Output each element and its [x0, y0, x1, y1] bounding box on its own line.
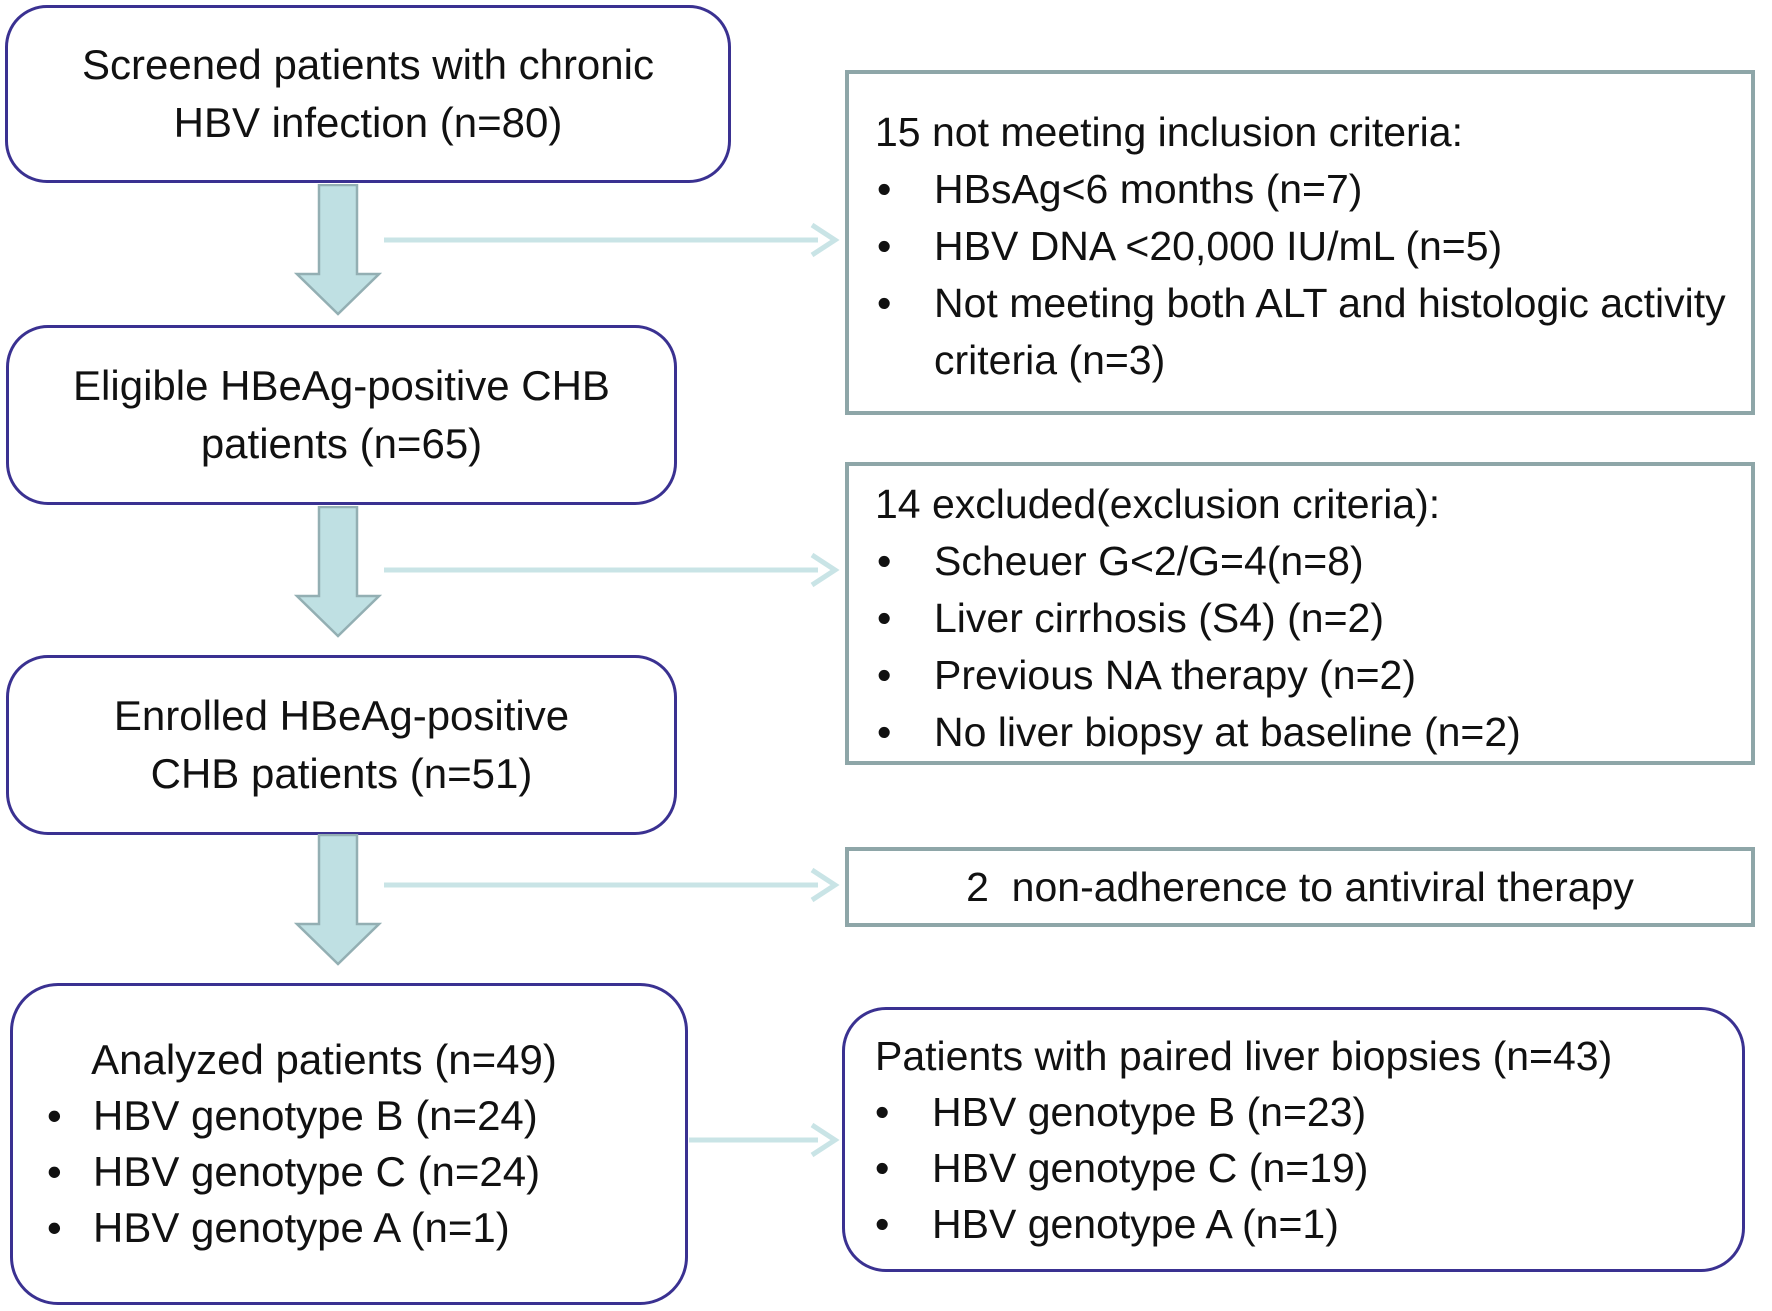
paired-bullet-2: HBV genotype C (n=19) — [932, 1144, 1369, 1191]
bullet-icon: • — [877, 709, 892, 755]
list-item: • HBV genotype C (n=24) — [13, 1144, 685, 1200]
box-screened-line1: Screened patients with chronic — [82, 41, 654, 88]
list-item: • Liver cirrhosis (S4) (n=2) — [849, 590, 1751, 647]
exclusion-bullet-4: No liver biopsy at baseline (n=2) — [934, 709, 1521, 755]
down-arrow-1 — [294, 184, 382, 316]
right-arrow-1 — [384, 222, 840, 258]
box-enrolled-line2: CHB patients (n=51) — [150, 750, 533, 797]
exclusion-bullet-3: Previous NA therapy (n=2) — [934, 652, 1416, 698]
list-item: • No liver biopsy at baseline (n=2) — [849, 704, 1751, 761]
bullet-icon: • — [877, 538, 892, 584]
list-item: • HBV genotype B (n=24) — [13, 1088, 685, 1144]
note-exclusion-criteria: 14 excluded(exclusion criteria): • Scheu… — [845, 462, 1755, 765]
list-item: • HBsAg<6 months (n=7) — [849, 161, 1751, 218]
box-screened: Screened patients with chronic HBV infec… — [5, 5, 731, 183]
bullet-icon: • — [47, 1204, 62, 1251]
list-item: • HBV genotype B (n=23) — [845, 1084, 1742, 1140]
paired-bullet-3: HBV genotype A (n=1) — [932, 1200, 1339, 1247]
right-arrow-4 — [689, 1122, 840, 1158]
bullet-icon: • — [877, 223, 892, 269]
box-enrolled: Enrolled HBeAg-positive CHB patients (n=… — [6, 655, 677, 835]
bullet-icon: • — [877, 166, 892, 212]
bullet-icon: • — [877, 652, 892, 698]
inclusion-bullet-3: Not meeting both ALT and histologic acti… — [934, 280, 1726, 383]
exclusion-bullet-2: Liver cirrhosis (S4) (n=2) — [934, 595, 1384, 641]
bullet-icon: • — [47, 1148, 62, 1195]
down-arrow-2 — [294, 506, 382, 638]
list-item: • Scheuer G<2/G=4(n=8) — [849, 533, 1751, 590]
non-adherence-text: 2 non-adherence to antiviral therapy — [966, 863, 1634, 910]
bullet-icon: • — [875, 1200, 890, 1247]
note-inclusion-criteria: 15 not meeting inclusion criteria: • HBs… — [845, 70, 1755, 415]
bullet-icon: • — [875, 1144, 890, 1191]
box-analyzed-title: Analyzed patients (n=49) — [91, 1036, 557, 1083]
box-eligible-line1: Eligible HBeAg-positive CHB — [73, 362, 610, 409]
bullet-icon: • — [47, 1092, 62, 1139]
exclusion-bullet-1: Scheuer G<2/G=4(n=8) — [934, 538, 1364, 584]
list-item: • Not meeting both ALT and histologic ac… — [849, 275, 1751, 389]
paired-bullet-1: HBV genotype B (n=23) — [932, 1088, 1367, 1135]
analyzed-bullet-1: HBV genotype B (n=24) — [93, 1092, 538, 1139]
box-screened-line2: HBV infection (n=80) — [173, 99, 563, 146]
note-non-adherence: 2 non-adherence to antiviral therapy — [845, 847, 1755, 927]
analyzed-bullet-3: HBV genotype A (n=1) — [93, 1204, 510, 1251]
list-item: • HBV genotype A (n=1) — [845, 1196, 1742, 1252]
box-analyzed: Analyzed patients (n=49) • HBV genotype … — [10, 983, 688, 1305]
box-eligible: Eligible HBeAg-positive CHB patients (n=… — [6, 325, 677, 505]
paired-biopsies-title: Patients with paired liver biopsies (n=4… — [875, 1032, 1613, 1079]
right-arrow-3 — [384, 867, 840, 903]
note-exclusion-title: 14 excluded(exclusion criteria): — [875, 481, 1441, 527]
bullet-icon: • — [877, 280, 892, 326]
list-item: • Previous NA therapy (n=2) — [849, 647, 1751, 704]
list-item: • HBV DNA <20,000 IU/mL (n=5) — [849, 218, 1751, 275]
down-arrow-3 — [294, 834, 382, 966]
inclusion-bullet-1: HBsAg<6 months (n=7) — [934, 166, 1363, 212]
box-paired-biopsies: Patients with paired liver biopsies (n=4… — [842, 1007, 1745, 1272]
analyzed-bullet-2: HBV genotype C (n=24) — [93, 1148, 541, 1195]
inclusion-bullet-2: HBV DNA <20,000 IU/mL (n=5) — [934, 223, 1503, 269]
list-item: • HBV genotype C (n=19) — [845, 1140, 1742, 1196]
note-inclusion-title: 15 not meeting inclusion criteria: — [875, 109, 1463, 155]
bullet-icon: • — [875, 1088, 890, 1135]
box-eligible-line2: patients (n=65) — [200, 420, 483, 467]
list-item: • HBV genotype A (n=1) — [13, 1200, 685, 1256]
box-enrolled-line1: Enrolled HBeAg-positive — [113, 692, 570, 739]
bullet-icon: • — [877, 595, 892, 641]
right-arrow-2 — [384, 552, 840, 588]
